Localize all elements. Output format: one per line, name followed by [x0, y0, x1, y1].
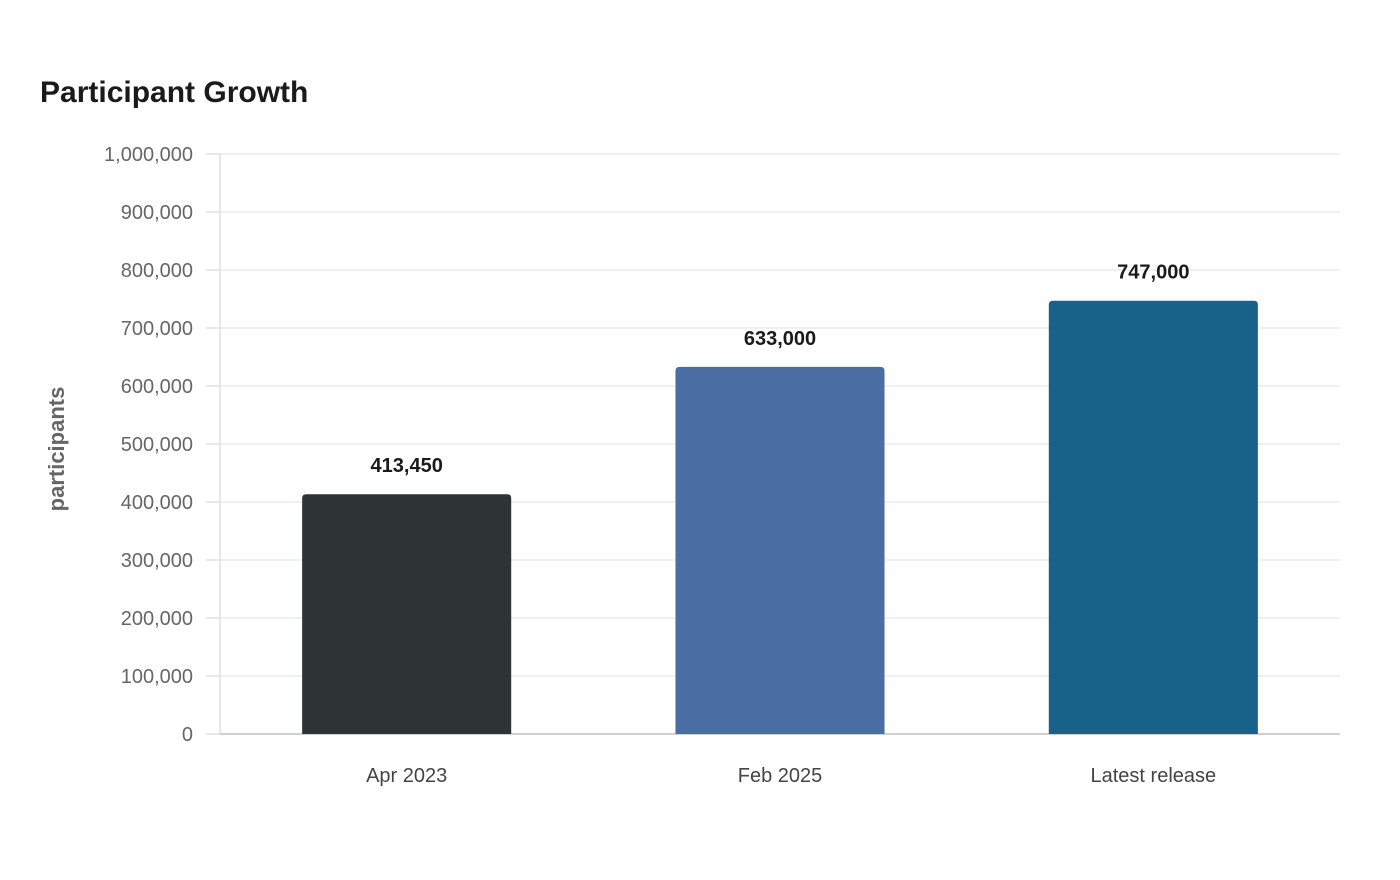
y-tick-label: 800,000	[121, 260, 193, 282]
y-tick-label: 700,000	[121, 318, 193, 340]
y-tick-label: 400,000	[121, 492, 193, 514]
bars	[302, 300, 1258, 734]
y-tick-label: 900,000	[121, 202, 193, 224]
x-tick-label: Feb 2025	[738, 765, 823, 787]
y-tick-label: 500,000	[121, 434, 193, 456]
bar-value-label: 633,000	[744, 328, 816, 350]
bar-value-label: 413,450	[371, 455, 443, 477]
bar-value-label: 747,000	[1117, 262, 1189, 284]
y-tick-label: 1,000,000	[104, 144, 193, 166]
bar-latest-release	[1048, 300, 1258, 734]
y-tick-label: 300,000	[121, 550, 193, 572]
x-tick-label: Latest release	[1091, 765, 1217, 787]
y-tick-label: 200,000	[121, 608, 193, 630]
y-tick-label: 0	[182, 724, 193, 746]
chart-title: Participant Growth	[40, 76, 309, 109]
bar-apr-2023	[302, 494, 512, 734]
y-tick-label: 100,000	[121, 666, 193, 688]
x-tick-labels: Apr 2023 Feb 2025 Latest release	[366, 765, 1216, 787]
y-tick-label: 600,000	[121, 376, 193, 398]
y-axis-title: participants	[44, 387, 69, 512]
bar-feb-2025	[675, 366, 885, 734]
y-tick-labels: 0 100,000 200,000 300,000 400,000 500,000 600,…	[104, 144, 220, 746]
value-labels: 413,450 633,000 747,000	[371, 262, 1190, 477]
x-tick-label: Apr 2023	[366, 765, 447, 787]
